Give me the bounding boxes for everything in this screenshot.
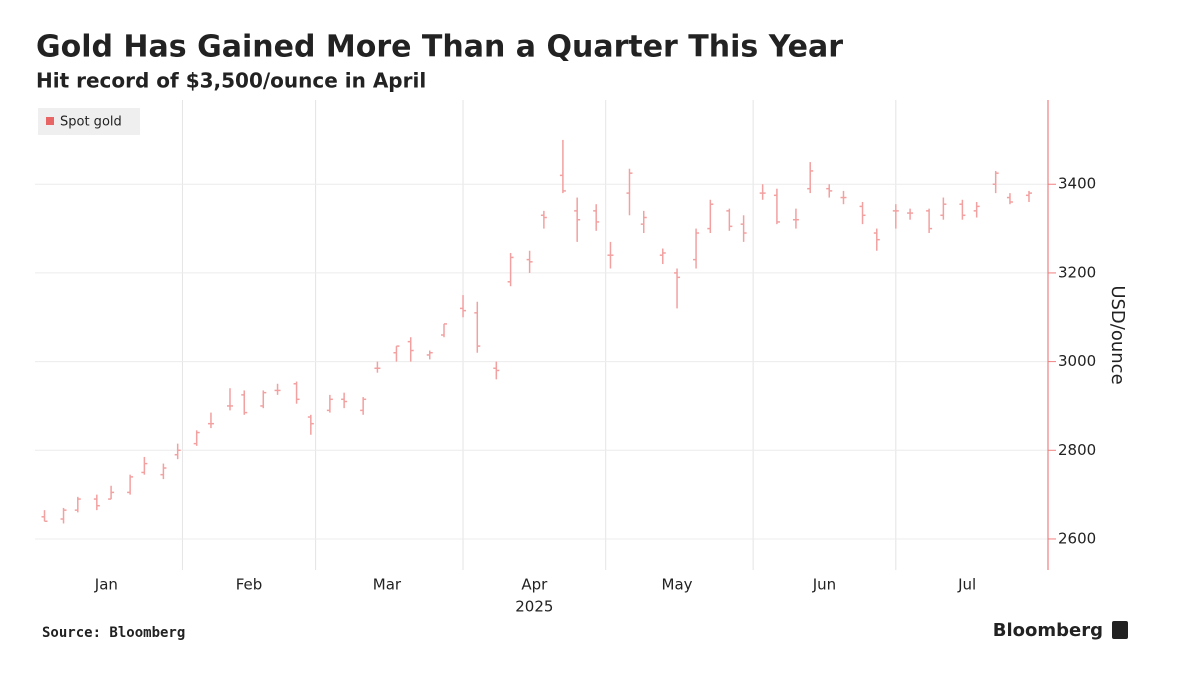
- brand-icon: [1112, 621, 1128, 639]
- source: Source: Bloomberg: [42, 625, 185, 641]
- chart-title: Gold Has Gained More Than a Quarter This…: [36, 30, 843, 65]
- legend-label: Spot gold: [60, 115, 122, 130]
- x-tick-label: May: [662, 576, 693, 594]
- x-tick-label: Jul: [957, 576, 976, 594]
- x-tick-label: Feb: [236, 576, 263, 594]
- y-tick-label: 3000: [1058, 352, 1096, 370]
- legend-swatch: [46, 117, 54, 125]
- brand: Bloomberg: [993, 620, 1103, 641]
- x-tick-label: Apr: [521, 576, 548, 594]
- legend-box: [38, 108, 140, 135]
- y-tick-label: 2800: [1058, 441, 1096, 459]
- chart-subtitle: Hit record of $3,500/ounce in April: [36, 69, 426, 93]
- x-year-label: 2025: [515, 598, 553, 616]
- y-tick-label: 3200: [1058, 263, 1096, 281]
- y-axis-label: USD/ounce: [1107, 285, 1128, 384]
- x-tick-label: Jan: [94, 576, 118, 594]
- x-tick-label: Jun: [812, 576, 836, 594]
- y-tick-label: 3400: [1058, 175, 1096, 193]
- x-tick-label: Mar: [373, 576, 402, 594]
- y-tick-label: 2600: [1058, 529, 1096, 547]
